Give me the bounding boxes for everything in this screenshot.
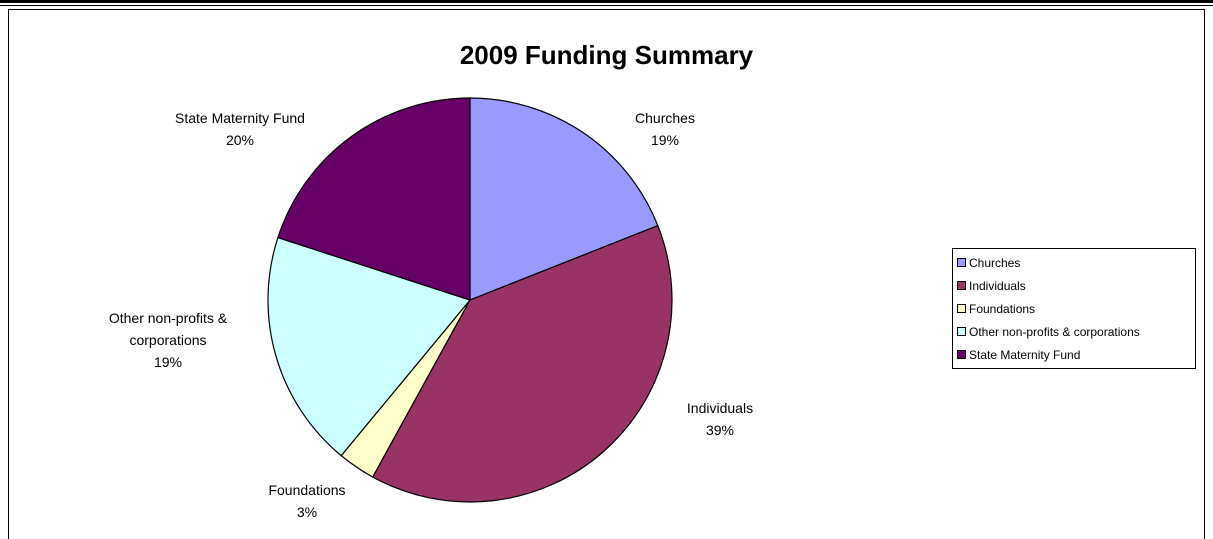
legend-swatch-individuals	[957, 281, 966, 290]
pie-chart	[267, 97, 673, 503]
label-state-name: State Maternity Fund	[175, 110, 305, 126]
label-other-name-2: corporations	[129, 332, 207, 348]
chart-title: 2009 Funding Summary	[459, 40, 754, 70]
legend-swatch-state	[957, 350, 966, 359]
pie-slice-state-maternity-fund	[277, 97, 471, 301]
label-other-name-1: Other non-profits &	[108, 310, 228, 326]
label-other: Other non-profits & corporations 19%	[86, 307, 250, 373]
label-churches: Churches 19%	[610, 107, 720, 151]
legend-item-churches: Churches	[957, 251, 1191, 274]
top-border-line	[0, 5, 1213, 6]
pie-slice-other-non-profits-corporations	[267, 236, 472, 457]
legend-item-state: State Maternity Fund	[957, 343, 1191, 366]
label-churches-value: 19%	[650, 132, 680, 148]
label-state: State Maternity Fund 20%	[150, 107, 330, 151]
label-foundations-name: Foundations	[268, 482, 346, 498]
label-churches-name: Churches	[635, 110, 695, 126]
legend-swatch-foundations	[957, 304, 966, 313]
pie-slice-individuals	[371, 224, 673, 503]
legend-item-individuals: Individuals	[957, 274, 1191, 297]
legend-label-other: Other non-profits & corporations	[969, 324, 1140, 339]
legend: Churches Individuals Foundations Other n…	[952, 248, 1196, 369]
legend-label-churches: Churches	[969, 255, 1021, 270]
pie-slice-churches	[469, 97, 659, 301]
label-foundations: Foundations 3%	[240, 479, 374, 523]
legend-item-foundations: Foundations	[957, 297, 1191, 320]
legend-swatch-other	[957, 327, 966, 336]
top-border	[0, 0, 1213, 3]
legend-label-foundations: Foundations	[969, 301, 1036, 316]
legend-swatch-churches	[957, 258, 966, 267]
label-individuals-name: Individuals	[686, 400, 754, 416]
legend-label-individuals: Individuals	[969, 278, 1026, 293]
legend-item-other: Other non-profits & corporations	[957, 320, 1191, 343]
legend-label-state: State Maternity Fund	[969, 347, 1081, 362]
chart-area	[8, 9, 1205, 539]
label-individuals: Individuals 39%	[660, 397, 780, 441]
label-state-value: 20%	[225, 132, 255, 148]
label-individuals-value: 39%	[705, 422, 735, 438]
label-foundations-value: 3%	[296, 504, 318, 520]
label-other-value: 19%	[153, 354, 183, 370]
